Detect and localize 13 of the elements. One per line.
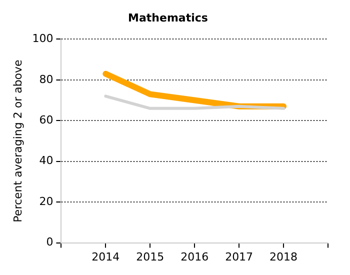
x-tick-label: 2016: [180, 250, 209, 264]
y-axis-title: Percent averaging 2 or above: [11, 59, 24, 222]
x-tick-label: 2017: [225, 250, 254, 264]
y-tick-label: 40: [39, 154, 54, 168]
y-tick-label: 100: [32, 32, 54, 46]
y-tick-label: 80: [39, 72, 54, 86]
chart-title: Mathematics: [128, 11, 208, 24]
x-tick-label: 2015: [136, 250, 164, 264]
y-tick-label: 0: [46, 236, 54, 249]
x-tick-label: 2018: [270, 250, 298, 264]
y-tick-label: 20: [39, 194, 54, 208]
y-tick-label: 60: [39, 114, 54, 126]
x-tick-label: 2014: [92, 250, 120, 264]
